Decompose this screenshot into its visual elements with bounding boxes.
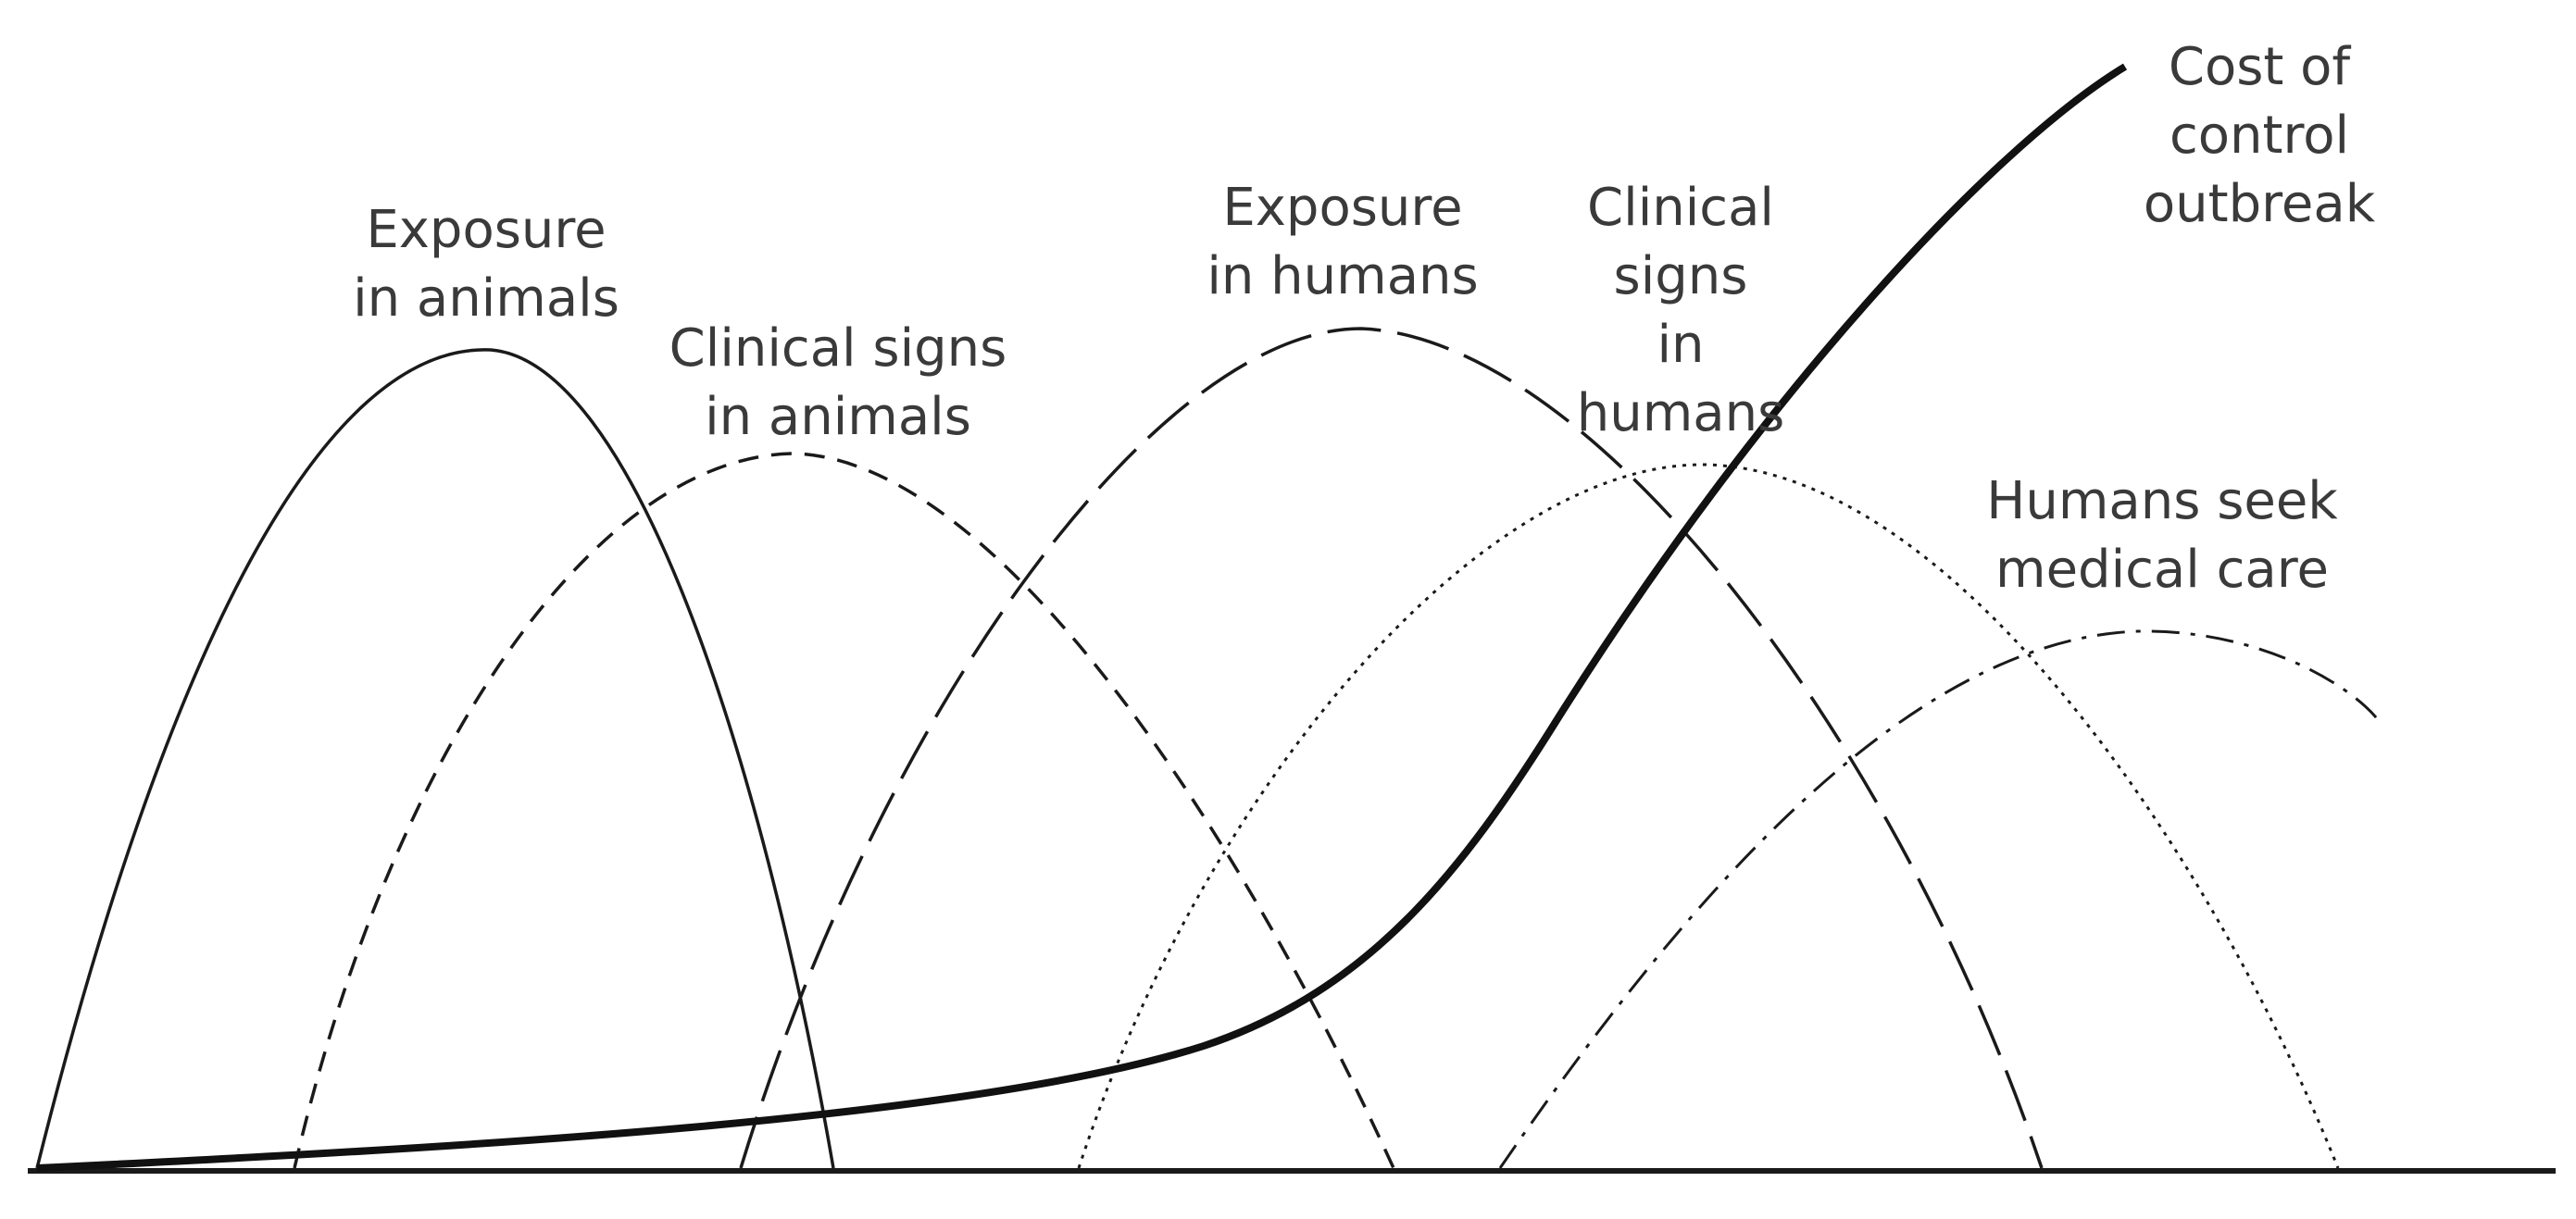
curve-exposure-in-humans bbox=[739, 327, 2044, 1169]
curve-exposure-in-animals bbox=[35, 348, 835, 1169]
label-clinical-signs-in-animals: Clinical signs in animals bbox=[669, 318, 1007, 447]
label-exposure-in-humans: Exposure in humans bbox=[1207, 178, 1479, 306]
label-clinical-signs-in-humans: Clinical signs in humans bbox=[1576, 178, 1785, 443]
label-humans-seek-medical-care: Humans seek medical care bbox=[1986, 471, 2338, 600]
label-exposure-in-animals: Exposure in animals bbox=[353, 200, 619, 329]
curve-cost-of-control-outbreak bbox=[36, 63, 2128, 1172]
curve-clinical-signs-in-animals bbox=[293, 452, 1395, 1169]
label-cost-of-control-outbreak: Cost of control outbreak bbox=[2143, 37, 2376, 234]
curve-humans-seek-medical-care bbox=[1498, 629, 2382, 1169]
curve-clinical-signs-in-humans bbox=[1077, 463, 2340, 1169]
